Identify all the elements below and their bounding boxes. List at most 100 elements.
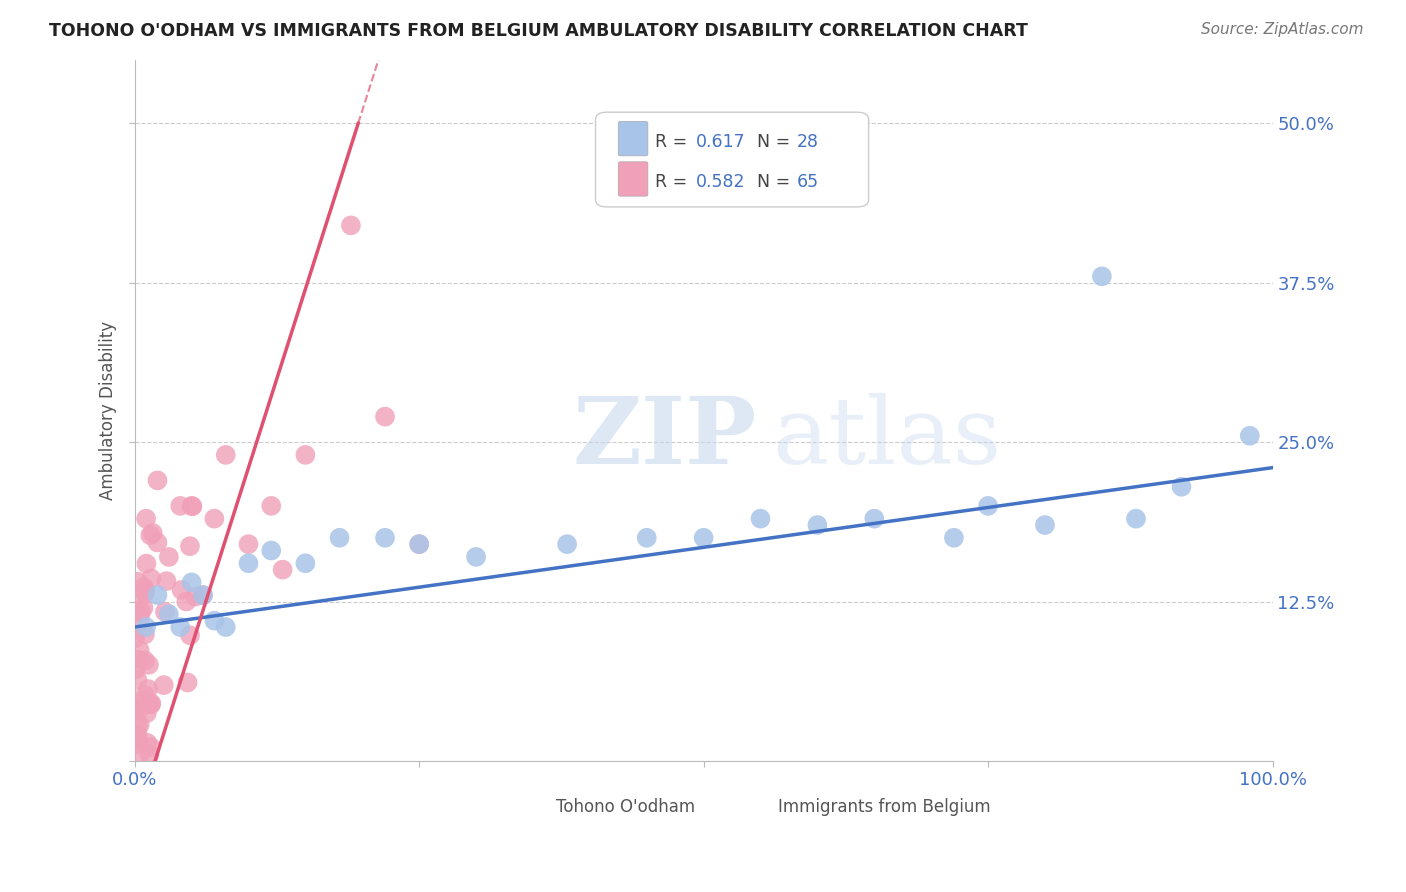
Point	[136, 736, 159, 750]
Point	[555, 537, 578, 551]
Point	[202, 614, 225, 628]
Point	[749, 511, 772, 525]
Point	[128, 717, 150, 731]
Text: Tohono O'odham: Tohono O'odham	[555, 797, 695, 815]
FancyBboxPatch shape	[619, 161, 648, 196]
Point	[138, 747, 160, 762]
Text: 0.582: 0.582	[696, 173, 745, 191]
Y-axis label: Ambulatory Disability: Ambulatory Disability	[100, 321, 117, 500]
Point	[238, 537, 260, 551]
Text: Immigrants from Belgium: Immigrants from Belgium	[778, 797, 990, 815]
Point	[170, 582, 193, 597]
Point	[135, 706, 157, 720]
Point	[1091, 269, 1114, 284]
Point	[141, 696, 163, 710]
Point	[294, 448, 316, 462]
Point	[127, 653, 149, 667]
Point	[294, 556, 316, 570]
Point	[139, 698, 162, 712]
Point	[179, 628, 201, 642]
Point	[157, 549, 180, 564]
Point	[134, 586, 156, 600]
Point	[138, 657, 160, 672]
Point	[127, 728, 149, 742]
Point	[374, 531, 396, 545]
FancyBboxPatch shape	[740, 792, 775, 822]
Point	[141, 571, 163, 585]
FancyBboxPatch shape	[517, 792, 554, 822]
Point	[176, 675, 198, 690]
Point	[128, 643, 150, 657]
Point	[408, 537, 430, 551]
Point	[465, 549, 488, 564]
Point	[138, 697, 160, 711]
Point	[129, 604, 152, 618]
Point	[131, 589, 153, 603]
Text: N =: N =	[756, 173, 796, 191]
Point	[146, 474, 169, 488]
Point	[340, 219, 363, 233]
Point	[328, 531, 350, 545]
Text: TOHONO O'ODHAM VS IMMIGRANTS FROM BELGIUM AMBULATORY DISABILITY CORRELATION CHAR: TOHONO O'ODHAM VS IMMIGRANTS FROM BELGIU…	[49, 22, 1028, 40]
Point	[139, 528, 162, 542]
FancyBboxPatch shape	[619, 121, 648, 156]
Point	[191, 588, 214, 602]
Point	[136, 681, 159, 696]
Point	[215, 620, 238, 634]
Point	[1170, 480, 1192, 494]
Point	[142, 525, 165, 540]
Point	[169, 499, 191, 513]
Point	[135, 557, 157, 571]
Text: 28: 28	[797, 133, 818, 151]
Point	[131, 694, 153, 708]
Point	[153, 605, 176, 619]
Point	[692, 531, 714, 545]
Point	[146, 535, 169, 549]
Point	[146, 588, 169, 602]
Point	[134, 583, 156, 598]
Point	[806, 518, 828, 533]
Point	[125, 662, 148, 676]
Point	[181, 500, 204, 514]
Text: Source: ZipAtlas.com: Source: ZipAtlas.com	[1201, 22, 1364, 37]
Point	[134, 688, 156, 702]
Point	[238, 556, 260, 570]
Point	[132, 600, 155, 615]
Point	[1239, 429, 1261, 443]
Text: 0.617: 0.617	[696, 133, 745, 151]
Point	[179, 539, 201, 553]
Point	[260, 499, 283, 513]
Point	[129, 610, 152, 624]
Point	[135, 620, 157, 634]
Point	[132, 580, 155, 594]
Point	[260, 543, 283, 558]
Point	[169, 620, 191, 634]
Point	[124, 632, 146, 646]
Text: atlas: atlas	[772, 393, 1001, 483]
Point	[139, 740, 162, 755]
Point	[134, 654, 156, 668]
Point	[127, 720, 149, 734]
Point	[184, 590, 207, 604]
Point	[1033, 518, 1056, 533]
Text: 65: 65	[797, 173, 820, 191]
Point	[863, 511, 886, 525]
Point	[124, 702, 146, 716]
Point	[135, 511, 157, 525]
Point	[176, 594, 198, 608]
Point	[202, 511, 225, 525]
Point	[191, 588, 214, 602]
FancyBboxPatch shape	[596, 112, 869, 207]
Point	[977, 499, 1000, 513]
Point	[129, 746, 152, 760]
Point	[180, 499, 202, 513]
Point	[271, 563, 294, 577]
Point	[942, 531, 965, 545]
Point	[127, 704, 149, 718]
Point	[152, 678, 174, 692]
Text: R =: R =	[655, 173, 692, 191]
Point	[134, 627, 156, 641]
Point	[127, 673, 149, 687]
Point	[127, 574, 149, 589]
Point	[180, 575, 202, 590]
